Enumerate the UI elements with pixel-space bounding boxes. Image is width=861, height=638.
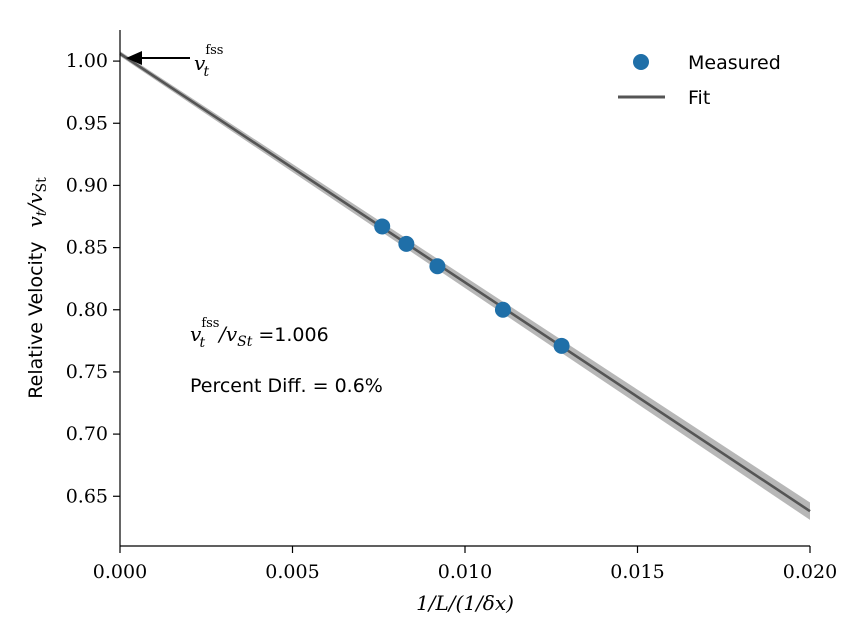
y-axis-label-math: v (23, 216, 47, 228)
y-tick-label: 0.90 (66, 174, 108, 196)
y-tick-label: 0.80 (66, 299, 108, 321)
intercept-label-sub: t (203, 64, 209, 80)
ratio-label-sub2: St (237, 334, 253, 350)
y-tick-label: 0.70 (66, 423, 108, 445)
intercept-arrow-head (126, 51, 142, 65)
measured-point (429, 258, 446, 275)
intercept-label-base: v (194, 51, 206, 75)
legend-label-measured: Measured (688, 52, 781, 74)
y-axis-label-sub2: St (34, 177, 50, 193)
ratio-label-sub: t (199, 335, 205, 351)
legend: Measured Fit (618, 52, 781, 109)
y-tick-label: 0.95 (66, 112, 108, 134)
svg-text:Relative Velocity vt/vSt: Relative Velocity vt/vSt (23, 177, 50, 399)
ratio-label-mid: /v (217, 322, 238, 346)
measured-point (398, 235, 415, 252)
measured-points (374, 218, 570, 354)
ratio-label-base: v (190, 322, 202, 346)
y-tick-label: 0.85 (66, 237, 108, 259)
y-ticks: 0.65 0.70 0.75 0.80 0.85 0.90 0.95 1.00 (66, 50, 120, 507)
x-tick-label: 0.020 (783, 561, 837, 583)
fit-line (119, 52, 811, 513)
measured-point (374, 218, 391, 235)
ratio-value: =1.006 (258, 324, 328, 346)
y-axis-label: Relative Velocity vt/vSt (23, 177, 50, 399)
x-axis-label: 1/L/(1/δx) (416, 591, 514, 615)
legend-label-fit: Fit (688, 87, 710, 109)
y-axis-label-sub1: t (34, 210, 50, 216)
y-axis-label-prefix: Relative Velocity (25, 242, 47, 399)
x-tick-label: 0.015 (610, 561, 664, 583)
percent-diff-text: Percent Diff. = 0.6% (190, 375, 383, 397)
x-tick-label: 0.000 (93, 561, 147, 583)
x-tick-label: 0.005 (265, 561, 319, 583)
y-tick-label: 0.65 (66, 485, 108, 507)
legend-marker-measured (633, 54, 649, 70)
ratio-annotation: vfss t/vSt =1.006 Percent Diff. = 0.6% (190, 316, 383, 397)
measured-point (494, 301, 511, 318)
intercept-annotation: vfss t (126, 43, 223, 80)
y-axis-label-slash: /v (23, 192, 47, 213)
intercept-label-sup: fss (205, 43, 223, 58)
y-tick-label: 0.75 (66, 361, 108, 383)
y-tick-label: 1.00 (66, 50, 108, 72)
x-tick-label: 0.010 (438, 561, 492, 583)
measured-point (553, 337, 570, 354)
ratio-label-sup: fss (201, 316, 219, 331)
x-ticks: 0.000 0.005 0.010 0.015 0.020 (93, 546, 837, 583)
